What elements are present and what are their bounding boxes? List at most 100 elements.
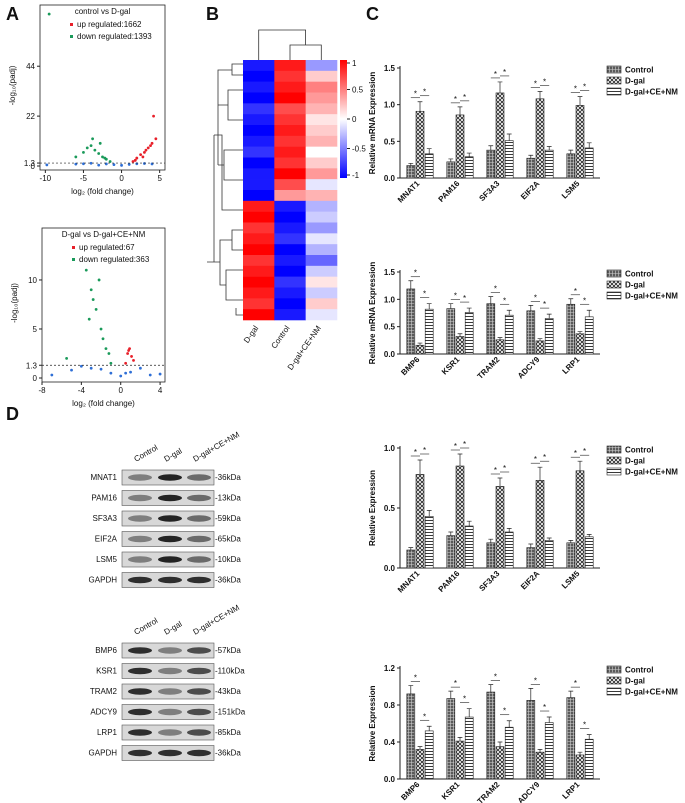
significance-mark: * <box>583 447 586 456</box>
significance-mark: * <box>423 446 426 455</box>
blot-band <box>187 749 211 757</box>
bar <box>406 549 416 569</box>
size-label: -10kDa <box>215 555 241 564</box>
legend-marker <box>606 76 622 85</box>
point <box>98 141 102 145</box>
x-tick-label: -8 <box>38 386 46 395</box>
significance-mark: * <box>463 294 466 303</box>
x-axis-label: log₂ (fold change) <box>71 187 134 196</box>
y-tick-label: 0.0 <box>384 174 396 183</box>
heatmap-cell <box>305 168 338 180</box>
colorbar-label: 0.5 <box>352 86 364 95</box>
point <box>82 150 85 154</box>
blot-band <box>128 749 152 757</box>
error-bar <box>568 149 574 154</box>
heatmap-cell <box>243 222 275 234</box>
heatmap-cell <box>274 200 306 212</box>
heatmap-cell <box>243 135 275 147</box>
y-tick-label: 0.0 <box>384 564 396 573</box>
colorbar-label: -0.5 <box>352 145 366 154</box>
bar <box>486 691 496 780</box>
significance-mark: * <box>414 90 417 99</box>
legend-marker <box>606 665 622 674</box>
heatmap-cell <box>243 146 275 158</box>
point <box>91 137 94 141</box>
point <box>99 327 103 331</box>
bar <box>584 316 594 355</box>
heatmap-cell <box>305 233 338 245</box>
bar <box>504 140 514 179</box>
size-label: -151kDa <box>215 708 246 717</box>
point <box>84 268 88 272</box>
error-bar <box>528 154 534 159</box>
error-bar <box>546 537 552 541</box>
blot-band <box>158 576 182 584</box>
point <box>129 370 132 374</box>
chart-title: control vs D-gal <box>75 7 131 16</box>
significance-mark: * <box>574 287 577 296</box>
blot-band <box>128 667 152 675</box>
significance-mark: * <box>534 293 537 302</box>
size-label: -85kDa <box>215 728 241 737</box>
x-tick-label: SF3A3 <box>477 179 501 203</box>
y-tick-label: 5 <box>33 325 38 334</box>
legend-marker <box>72 246 75 249</box>
error-bar <box>408 685 414 694</box>
legend-label: up regulated:67 <box>79 243 135 252</box>
point <box>89 366 93 370</box>
point <box>50 373 54 377</box>
blot-band <box>187 556 211 563</box>
error-bar <box>466 520 472 526</box>
error-bar <box>577 96 583 106</box>
significance-mark: * <box>583 296 586 305</box>
error-bar <box>488 145 494 151</box>
panel-label: B <box>206 4 219 24</box>
heatmap-cell <box>274 157 306 169</box>
blot-band <box>187 647 211 654</box>
legend-label: D-gal+CE+NM <box>625 88 678 97</box>
significance-mark: * <box>414 269 417 278</box>
heatmap-cell <box>274 125 306 137</box>
error-bar <box>577 751 583 755</box>
x-tick-label: 5 <box>157 174 162 183</box>
point <box>108 160 112 163</box>
protein-label: PAM16 <box>91 494 117 503</box>
point <box>119 374 123 378</box>
error-bar <box>497 477 503 487</box>
error-bar <box>426 725 432 731</box>
blot-band <box>128 708 152 716</box>
blot-strip <box>121 683 215 700</box>
size-label: -43kDa <box>215 687 241 696</box>
heatmap-cell <box>274 103 306 115</box>
blot-band <box>158 667 182 675</box>
bar <box>544 149 554 179</box>
heatmap-cell <box>274 168 306 180</box>
legend-label: D-gal+CE+NM <box>625 292 678 301</box>
plot-frame <box>41 227 166 383</box>
legend-marker <box>606 269 622 278</box>
x-tick-label: KSR1 <box>440 355 462 377</box>
point <box>120 163 123 167</box>
point <box>87 317 91 321</box>
significance-mark: * <box>534 79 537 88</box>
blot-band <box>187 535 211 543</box>
error-bar <box>457 737 463 742</box>
point <box>158 372 162 376</box>
error-bar <box>586 142 592 148</box>
heatmap-cell <box>305 70 338 82</box>
heatmap-cell <box>243 114 275 126</box>
error-bar <box>528 543 534 548</box>
heatmap-cell <box>243 265 275 277</box>
x-tick-label: -10 <box>40 174 52 183</box>
x-tick-label: LSM5 <box>560 179 582 201</box>
point <box>97 278 101 282</box>
heatmap-cell <box>305 222 338 234</box>
bar <box>535 751 545 780</box>
point <box>70 368 73 372</box>
size-label: -13kDa <box>215 494 241 503</box>
y-tick-label: 0.8 <box>384 701 396 710</box>
panel-label: C <box>366 4 379 24</box>
bar <box>495 339 505 355</box>
y-tick-label: 10 <box>28 276 37 285</box>
significance-mark: * <box>454 292 457 301</box>
